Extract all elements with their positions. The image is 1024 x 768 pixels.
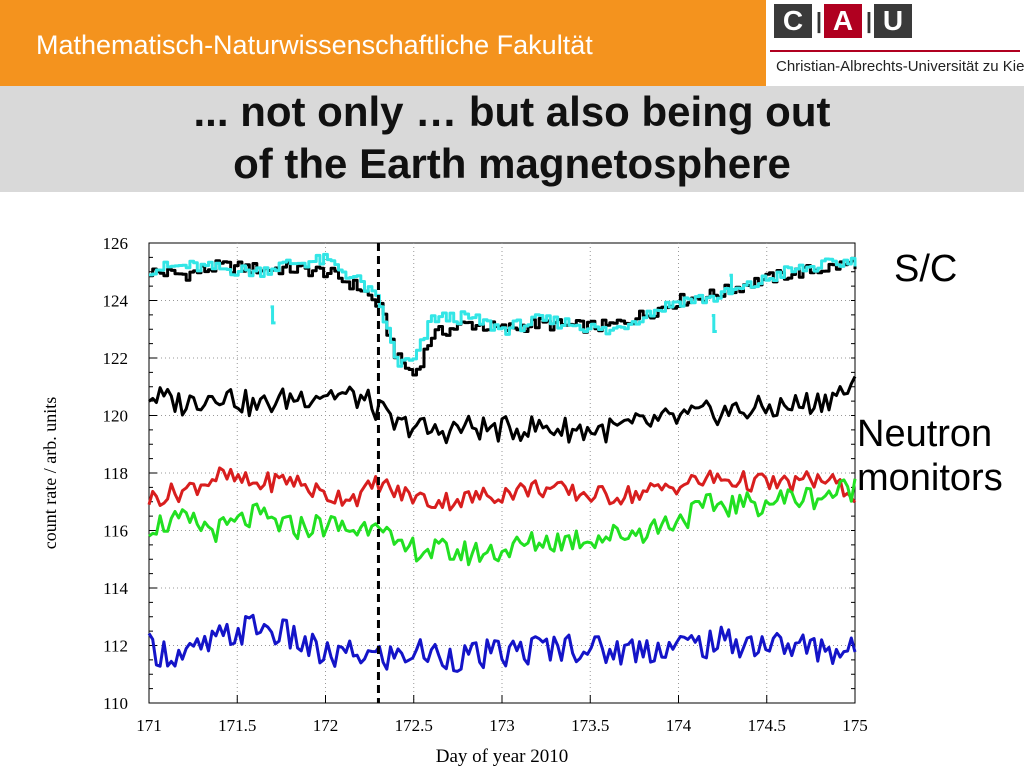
cau-separator: |: [815, 8, 823, 33]
y-tick-label: 116: [103, 522, 128, 541]
x-tick-label: 172: [313, 716, 339, 735]
sc-data-fragment: [270, 305, 276, 325]
y-tick-label: 120: [103, 407, 129, 426]
x-tick-label: 174: [666, 716, 692, 735]
title-line-2: of the Earth magnetosphere: [233, 140, 791, 187]
neutron-label-line-2: monitors: [857, 457, 1003, 499]
sc-data-fragment: [711, 314, 717, 333]
sc-label: S/C: [894, 248, 958, 290]
x-tick-label: 174.5: [748, 716, 786, 735]
x-axis-label: Day of year 2010: [436, 746, 568, 767]
y-tick-label: 112: [103, 637, 128, 656]
x-tick-label: 171.5: [218, 716, 256, 735]
cau-letter-c: C: [774, 4, 812, 38]
cau-logo: C | A | U: [774, 4, 914, 38]
neutron-label-line-1: Neutron: [857, 413, 993, 455]
y-axis-label: count rate / arb. units: [40, 397, 60, 549]
series-line-2: [148, 375, 857, 445]
neutron-monitors-label: Neutron monitors: [857, 412, 1003, 500]
y-tick-label: 110: [103, 694, 128, 713]
series-line-1: [149, 252, 857, 368]
x-tick-label: 171: [136, 716, 162, 735]
faculty-bar: Mathematisch-Naturwissenschaftliche Faku…: [0, 0, 766, 86]
title-line-1: ... not only … but also being out: [193, 88, 831, 135]
series-line-5: [147, 613, 857, 673]
cau-letter-a: A: [824, 4, 862, 38]
sc-data-fragment: [729, 273, 735, 293]
x-tick-label: 172.5: [395, 716, 433, 735]
y-tick-label: 126: [103, 234, 129, 253]
series-line-3: [147, 466, 857, 512]
faculty-name: Mathematisch-Naturwissenschaftliche Faku…: [36, 30, 593, 60]
cau-separator: |: [865, 8, 873, 33]
series-line-4: [148, 478, 857, 567]
university-name: Christian-Albrechts-Universität zu Kiel: [776, 58, 1024, 75]
y-tick-label: 122: [103, 349, 129, 368]
x-tick-label: 173.5: [571, 716, 609, 735]
title-band: [0, 86, 1024, 192]
x-tick-label: 175: [842, 716, 868, 735]
logo-rule: [770, 50, 1020, 52]
university-logo: C | A | U Christian-Albrechts-Universitä…: [766, 0, 1024, 86]
x-tick-label: 173: [489, 716, 515, 735]
y-tick-label: 118: [103, 464, 128, 483]
y-tick-label: 124: [103, 292, 129, 311]
y-tick-label: 114: [103, 579, 128, 598]
slide-title: ... not only … but also being out of the…: [100, 86, 924, 190]
cau-letter-u: U: [874, 4, 912, 38]
